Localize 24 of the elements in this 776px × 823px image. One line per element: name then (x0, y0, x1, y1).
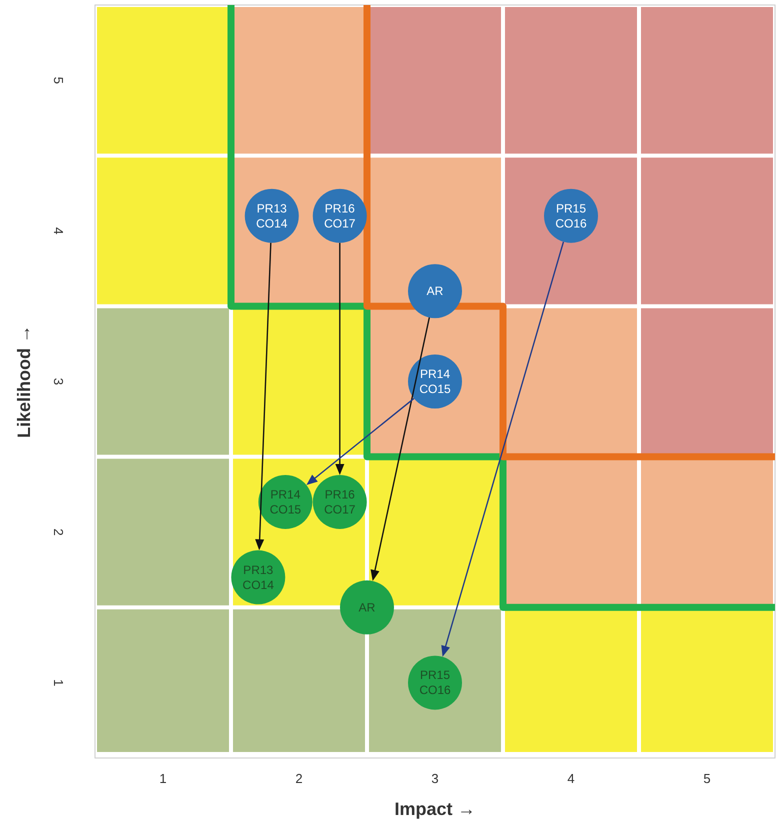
x-tick-label: 5 (703, 771, 711, 786)
data-label: AR (426, 284, 444, 298)
point (408, 264, 462, 318)
data-label: PR14 CO15 (270, 487, 302, 516)
y-tick-label: 1 (51, 679, 66, 686)
data-label: PR14 CO15 (419, 367, 451, 396)
data-label: PR13 CO14 (256, 201, 288, 230)
y-axis-title: Likelihood → (14, 324, 34, 438)
x-axis-title: Impact → (394, 799, 476, 819)
x-tick-label: 3 (431, 771, 439, 786)
x-tick-label: 2 (295, 771, 303, 786)
x-tick-label: 1 (159, 771, 167, 786)
data-label: PR15 CO16 (555, 201, 587, 230)
data-label: PR13 CO14 (242, 562, 274, 592)
y-tick-label: 5 (51, 76, 66, 84)
y-tick-label: 2 (51, 528, 66, 536)
point (340, 580, 394, 634)
data-label: AR (358, 600, 376, 614)
y-tick-label: 4 (51, 227, 66, 235)
data-label: PR15 CO16 (419, 668, 451, 698)
y-tick-label: 3 (51, 378, 66, 386)
data-label: PR16 CO17 (324, 201, 356, 230)
x-tick-label: 4 (567, 771, 575, 786)
data-label: PR16 CO17 (324, 487, 356, 516)
